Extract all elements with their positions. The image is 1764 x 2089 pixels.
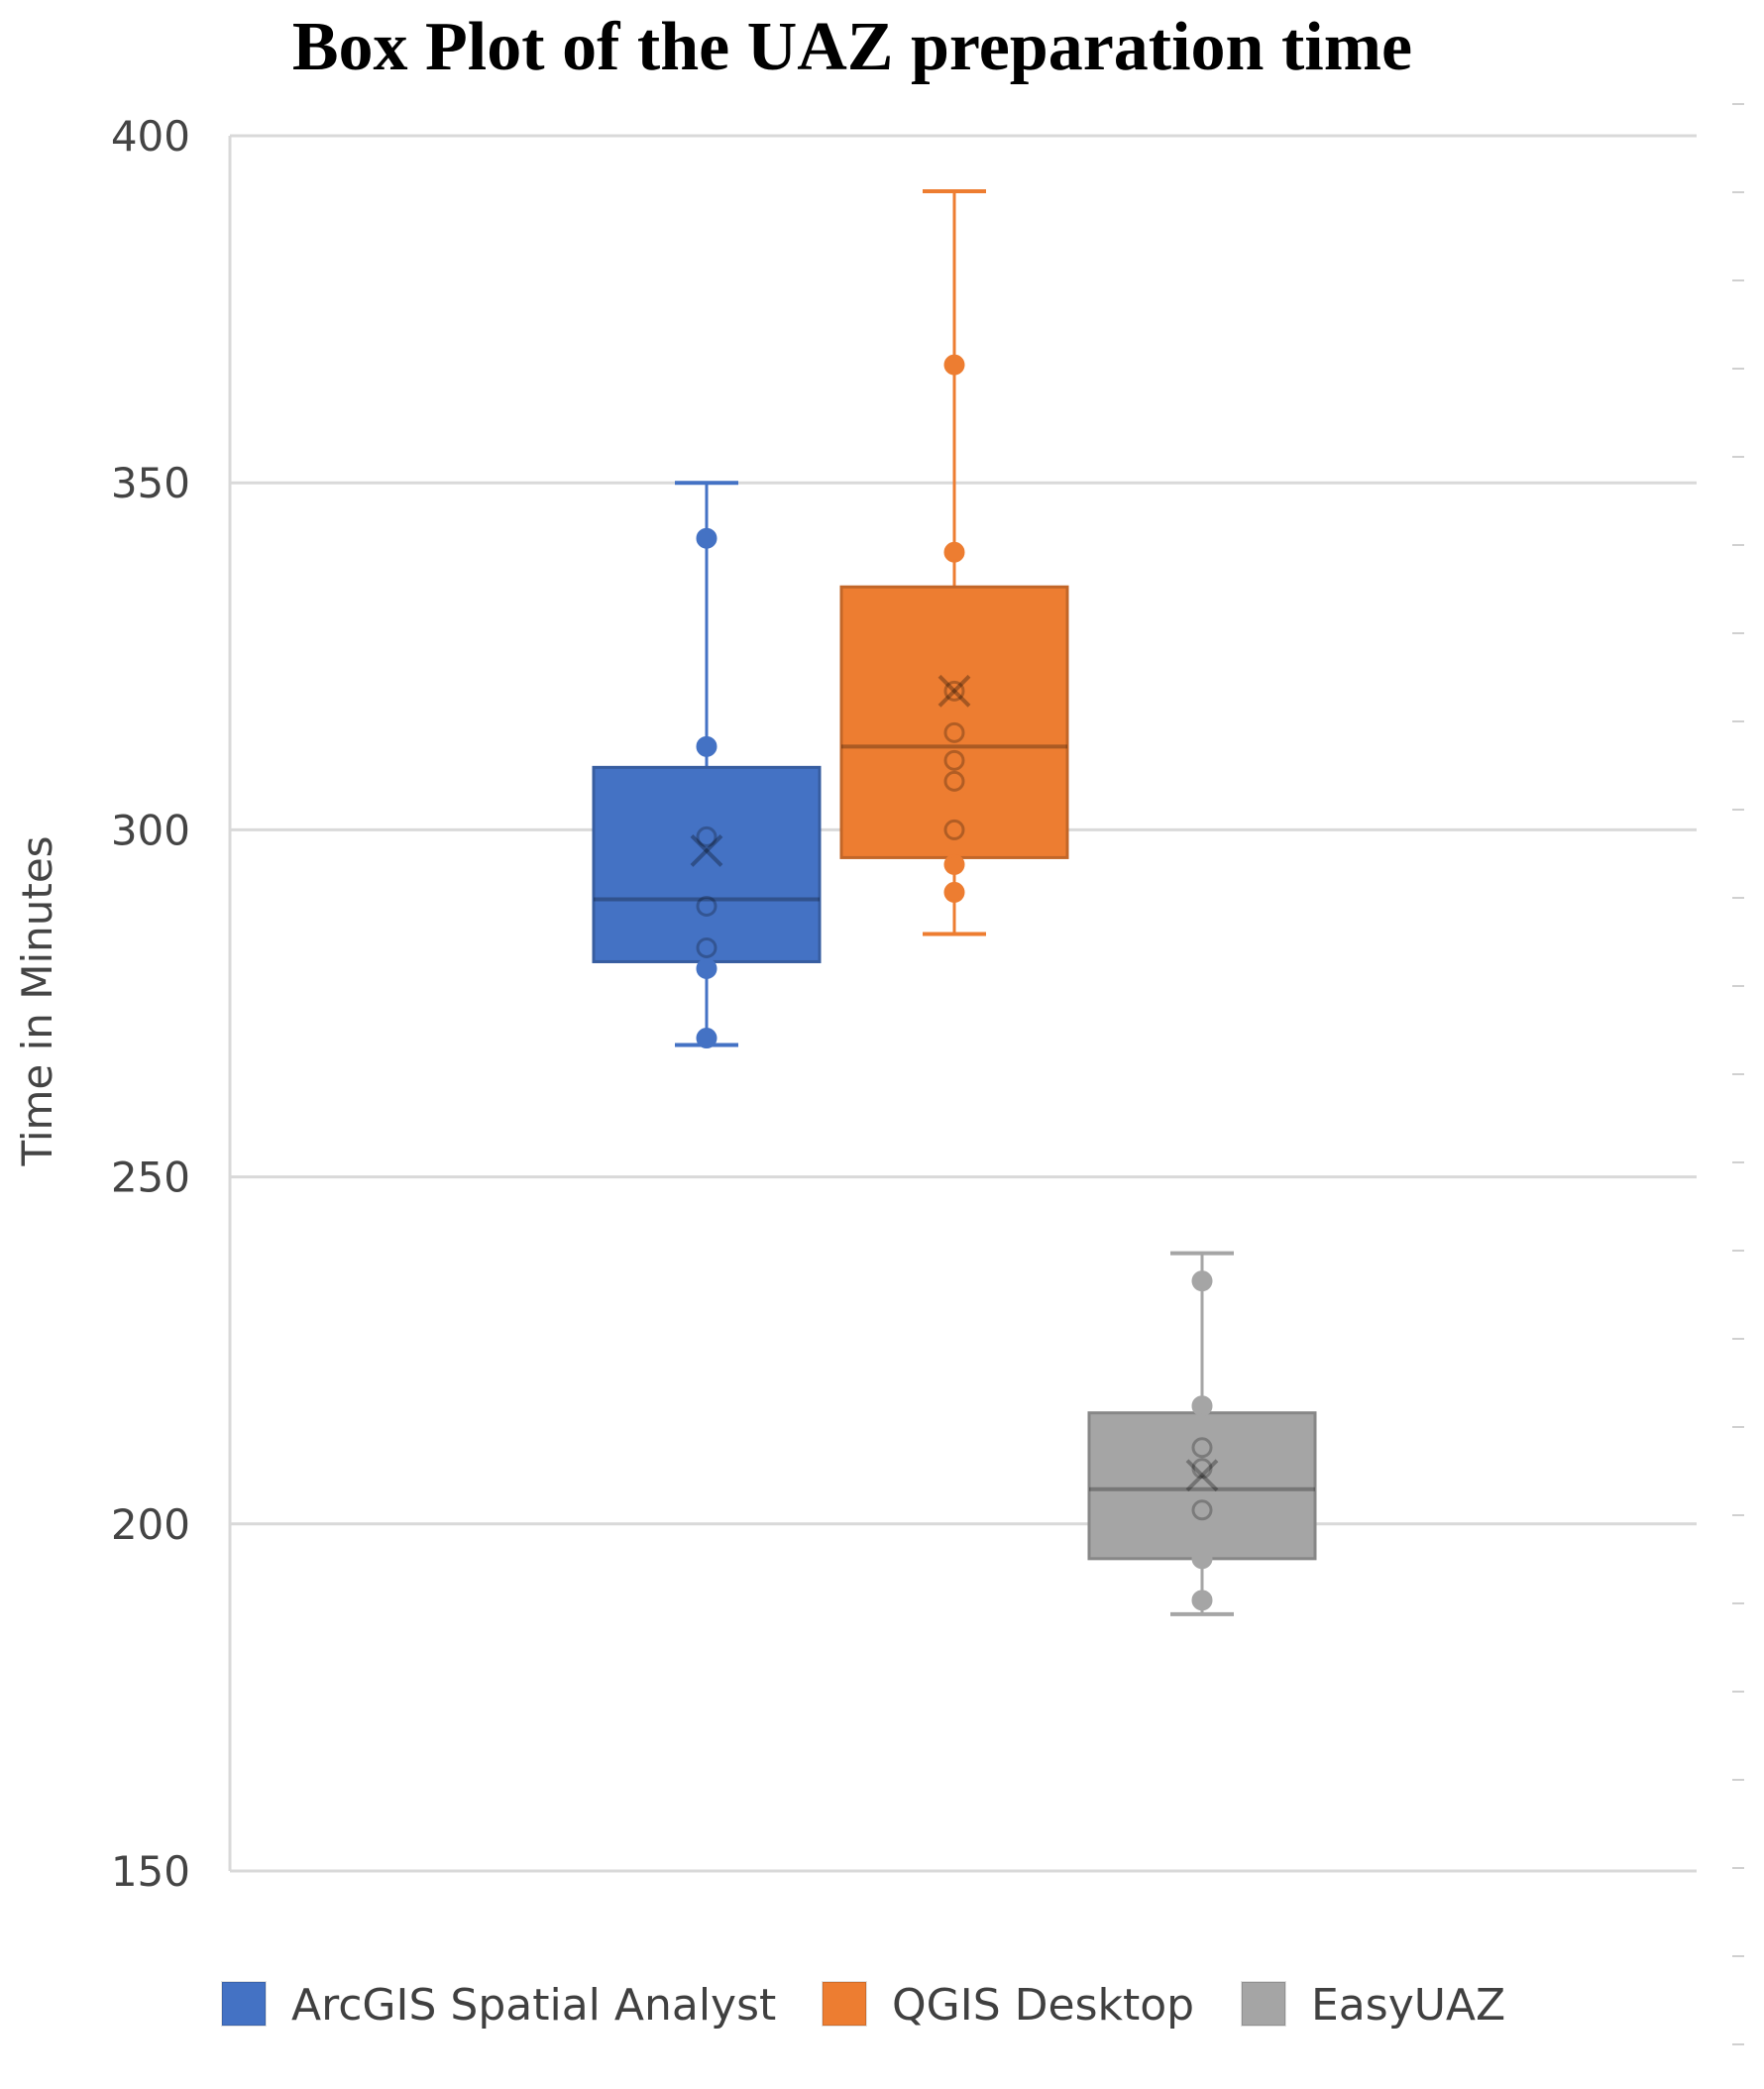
data-point bbox=[943, 749, 965, 771]
mean-marker bbox=[937, 674, 971, 708]
legend-label: EasyUAZ bbox=[1311, 1980, 1505, 2031]
legend-item: QGIS Desktop bbox=[822, 1980, 1194, 2031]
y-tick-label: 200 bbox=[111, 1500, 190, 1549]
data-point bbox=[1191, 1590, 1213, 1611]
data-point bbox=[1191, 1499, 1213, 1521]
data-point bbox=[1191, 1395, 1213, 1417]
legend-swatch bbox=[1241, 1981, 1286, 2027]
data-point bbox=[943, 541, 965, 563]
data-point bbox=[696, 825, 717, 847]
y-tick-label: 250 bbox=[111, 1154, 190, 1202]
data-point bbox=[696, 1028, 717, 1049]
data-point bbox=[943, 819, 965, 840]
data-point bbox=[696, 895, 717, 917]
data-point bbox=[696, 527, 717, 549]
data-point bbox=[1191, 1437, 1213, 1459]
legend-item: ArcGIS Spatial Analyst bbox=[221, 1980, 776, 2031]
mean-marker bbox=[1185, 1459, 1219, 1492]
legend-label: ArcGIS Spatial Analyst bbox=[291, 1980, 776, 2031]
box-series bbox=[592, 189, 1317, 1616]
y-axis-ticks: 400 350 300 250 200 150 bbox=[111, 112, 190, 1896]
data-point bbox=[943, 680, 965, 702]
legend-swatch bbox=[822, 1981, 867, 2027]
y-tick-label: 150 bbox=[111, 1847, 190, 1896]
data-point bbox=[696, 735, 717, 757]
chart-title: Box Plot of the UAZ preparation time bbox=[291, 9, 1413, 85]
iqr-box bbox=[592, 765, 822, 963]
mean-marker bbox=[1185, 1459, 1219, 1492]
data-point bbox=[1191, 1458, 1213, 1480]
legend-label: QGIS Desktop bbox=[892, 1980, 1194, 2031]
mean-marker bbox=[690, 833, 723, 867]
data-point bbox=[1191, 1270, 1213, 1292]
data-point bbox=[943, 881, 965, 903]
gridlines bbox=[228, 103, 1744, 2045]
legend-item: EasyUAZ bbox=[1241, 1980, 1505, 2031]
box-group bbox=[1087, 1251, 1317, 1616]
mean-marker bbox=[690, 833, 723, 867]
y-tick-label: 400 bbox=[111, 112, 190, 161]
legend: ArcGIS Spatial Analyst QGIS Desktop EasyUA… bbox=[221, 1980, 1505, 2031]
data-point bbox=[943, 853, 965, 875]
box-group bbox=[592, 481, 822, 1049]
y-tick-label: 350 bbox=[111, 459, 190, 507]
data-point bbox=[943, 721, 965, 743]
iqr-box bbox=[839, 585, 1069, 859]
data-point bbox=[943, 354, 965, 376]
legend-swatch bbox=[221, 1981, 267, 2027]
data-point bbox=[696, 936, 717, 958]
data-point bbox=[943, 770, 965, 792]
box-group bbox=[839, 189, 1069, 936]
iqr-box bbox=[1087, 1411, 1317, 1561]
data-point bbox=[1191, 1548, 1213, 1570]
mean-marker bbox=[937, 674, 971, 708]
y-axis-label: Time in Minutes bbox=[13, 835, 61, 1166]
y-tick-label: 300 bbox=[111, 806, 190, 854]
data-point bbox=[696, 957, 717, 979]
